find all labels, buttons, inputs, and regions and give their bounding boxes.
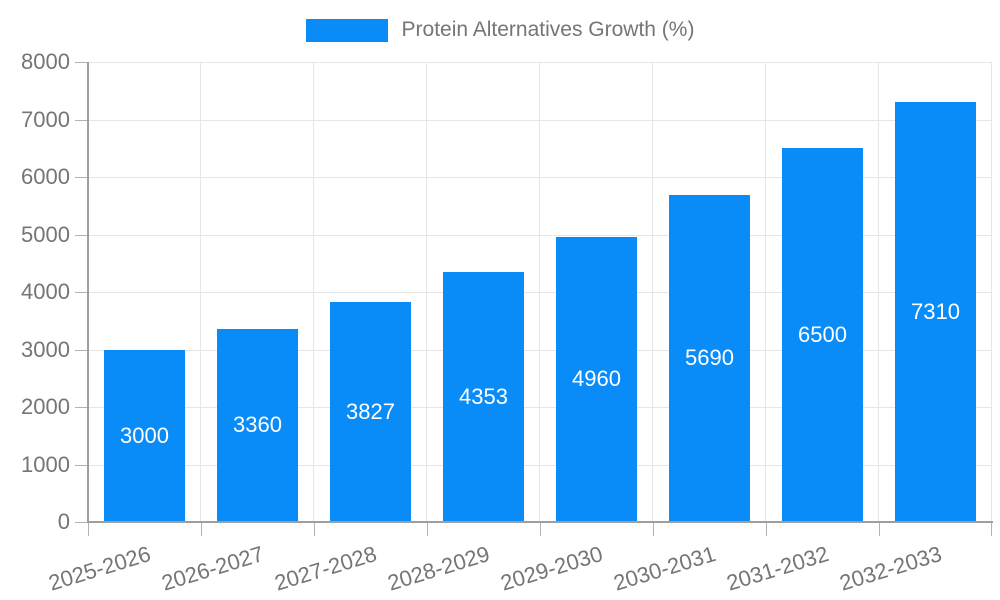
x-axis-tick bbox=[879, 522, 880, 536]
v-gridline bbox=[652, 62, 653, 522]
x-axis-category-label: 2027-2028 bbox=[271, 541, 380, 596]
plot-area: 3000 3360 3827 4353 4960 5690 6500 7310 bbox=[88, 62, 992, 522]
y-axis-tick bbox=[75, 177, 88, 178]
v-gridline bbox=[313, 62, 314, 522]
h-gridline bbox=[88, 177, 992, 178]
x-axis-tick bbox=[88, 522, 89, 536]
y-axis-tick bbox=[75, 407, 88, 408]
x-axis-category-label: 2030-2031 bbox=[610, 541, 719, 596]
x-axis-tick bbox=[540, 522, 541, 536]
legend[interactable]: Protein Alternatives Growth (%) bbox=[0, 16, 1000, 44]
y-axis-tick-label: 2000 bbox=[21, 394, 70, 419]
x-axis-line bbox=[87, 521, 993, 523]
x-axis-tick bbox=[653, 522, 654, 536]
bar-value-label: 6500 bbox=[798, 322, 847, 348]
y-axis-tick-label: 0 bbox=[57, 509, 70, 534]
y-axis-tick bbox=[75, 292, 88, 293]
bar-2032-2033[interactable]: 7310 bbox=[895, 101, 976, 522]
x-axis-tick bbox=[427, 522, 428, 536]
x-axis-tick bbox=[766, 522, 767, 536]
y-axis-tick bbox=[75, 119, 88, 121]
bar-2027-2028[interactable]: 3827 bbox=[330, 301, 411, 522]
bar-2030-2031[interactable]: 5690 bbox=[669, 194, 750, 522]
y-axis-tick-label: 8000 bbox=[21, 49, 70, 74]
y-axis-tick-label: 1000 bbox=[21, 451, 70, 477]
h-gridline bbox=[88, 119, 992, 121]
v-gridline bbox=[200, 62, 201, 522]
y-axis-tick bbox=[75, 522, 88, 523]
bar-2026-2027[interactable]: 3360 bbox=[217, 328, 298, 522]
h-gridline bbox=[88, 464, 992, 466]
x-axis-tick bbox=[991, 522, 992, 536]
y-axis-tick bbox=[75, 62, 88, 63]
y-axis-line bbox=[87, 62, 89, 522]
x-axis-tick bbox=[314, 522, 315, 536]
bar-value-label: 7310 bbox=[911, 298, 960, 324]
bar-value-label: 4960 bbox=[572, 366, 621, 392]
y-axis-tick bbox=[75, 464, 88, 466]
bar-value-label: 3827 bbox=[346, 398, 395, 424]
v-gridline bbox=[878, 62, 879, 522]
x-axis-category-label: 2032-2033 bbox=[836, 541, 945, 596]
x-axis-category-label: 2028-2029 bbox=[384, 541, 493, 596]
v-gridline bbox=[426, 62, 427, 522]
bar-value-label: 5690 bbox=[685, 345, 734, 371]
x-axis-category-label: 2025-2026 bbox=[45, 541, 154, 596]
h-gridline bbox=[88, 292, 992, 293]
x-axis-category-label: 2029-2030 bbox=[497, 541, 606, 596]
legend-swatch bbox=[305, 18, 388, 42]
x-axis-tick bbox=[201, 522, 202, 536]
y-axis-tick-label: 3000 bbox=[21, 336, 70, 362]
bar-value-label: 3000 bbox=[120, 422, 169, 448]
y-axis-tick-label: 5000 bbox=[21, 221, 70, 247]
h-gridline bbox=[88, 62, 992, 63]
h-gridline bbox=[88, 234, 992, 236]
v-gridline bbox=[765, 62, 766, 522]
bar-value-label: 3360 bbox=[233, 412, 282, 438]
bar-2025-2026[interactable]: 3000 bbox=[104, 349, 185, 522]
h-gridline bbox=[88, 349, 992, 351]
x-axis-category-label: 2026-2027 bbox=[158, 541, 267, 596]
y-axis-tick-label: 7000 bbox=[21, 106, 70, 132]
h-gridline bbox=[88, 407, 992, 408]
y-axis-tick-label: 6000 bbox=[21, 164, 70, 189]
bar-2031-2032[interactable]: 6500 bbox=[782, 148, 863, 522]
legend-label: Protein Alternatives Growth (%) bbox=[401, 18, 695, 41]
y-axis-tick bbox=[75, 234, 88, 236]
v-gridline bbox=[991, 62, 992, 522]
y-axis-tick bbox=[75, 349, 88, 351]
y-axis-tick-label: 4000 bbox=[21, 279, 70, 304]
v-gridline bbox=[539, 62, 540, 522]
bar-value-label: 4353 bbox=[459, 383, 508, 409]
x-axis-category-label: 2031-2032 bbox=[723, 541, 832, 596]
bar-2029-2030[interactable]: 4960 bbox=[556, 236, 637, 522]
bar-2028-2029[interactable]: 4353 bbox=[443, 271, 524, 522]
